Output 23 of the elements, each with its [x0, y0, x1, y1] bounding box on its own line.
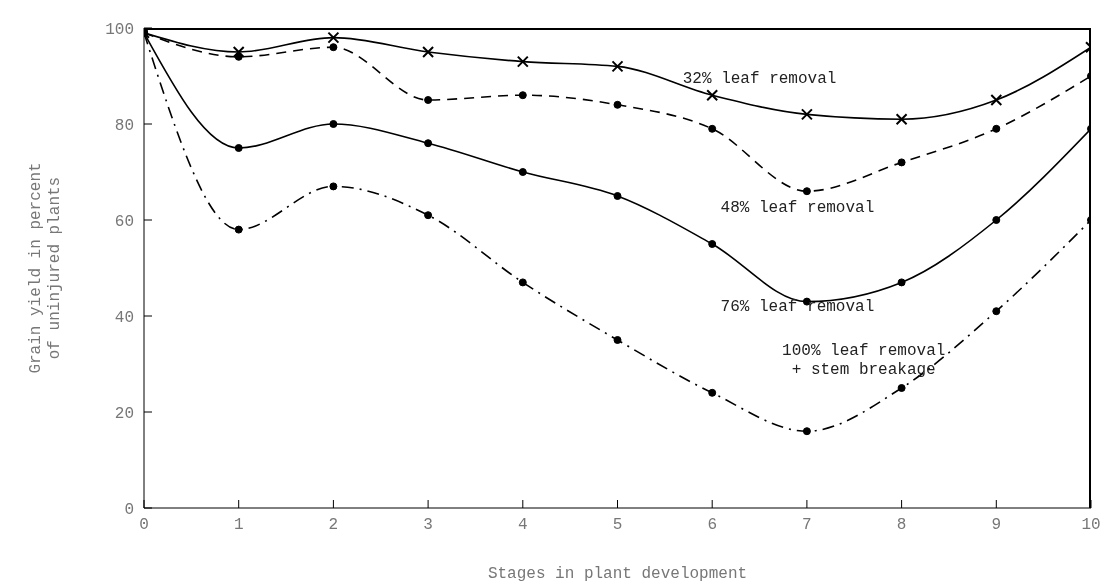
series-label: 32% leaf removal [682, 70, 837, 90]
x-tick-label: 10 [1081, 516, 1101, 535]
x-tick-label: 9 [991, 516, 1002, 535]
y-tick-label: 100 [105, 20, 134, 39]
x-tick-label: 1 [233, 516, 244, 535]
series-label: 76% leaf removal [720, 297, 875, 317]
x-tick-label: 6 [707, 516, 717, 535]
y-axis-title: Grain yield in percent of uninjured plants [27, 162, 65, 374]
x-tick-label: 5 [612, 516, 623, 535]
x-tick-label: 8 [896, 516, 907, 535]
series-label: 48% leaf removal [720, 199, 875, 219]
series-label: 100% leaf removal + stem breakage [782, 342, 946, 380]
y-tick-label: 20 [114, 404, 134, 423]
y-tick-label: 80 [114, 116, 134, 135]
y-tick-label: 0 [124, 500, 134, 519]
x-tick-label: 0 [139, 516, 149, 535]
y-tick-label: 40 [114, 308, 134, 327]
x-tick-label: 2 [328, 516, 339, 535]
y-tick-label: 60 [114, 212, 134, 231]
x-tick-label: 3 [423, 516, 433, 535]
x-axis-title: Stages in plant development [487, 565, 748, 583]
x-tick-label: 7 [802, 516, 812, 535]
x-tick-label: 4 [518, 516, 528, 535]
